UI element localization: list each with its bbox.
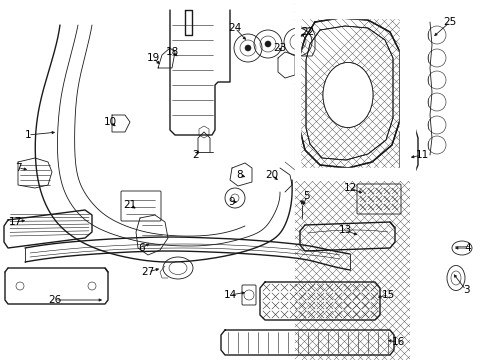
Circle shape <box>264 41 270 47</box>
Ellipse shape <box>323 63 372 127</box>
Text: 23: 23 <box>273 43 286 53</box>
Text: 16: 16 <box>390 337 404 347</box>
Text: 17: 17 <box>8 217 21 227</box>
Text: 15: 15 <box>381 290 394 300</box>
Text: 26: 26 <box>48 295 61 305</box>
Text: 2: 2 <box>192 150 199 160</box>
Text: 3: 3 <box>462 285 468 295</box>
Text: 24: 24 <box>228 23 241 33</box>
Text: 25: 25 <box>443 17 456 27</box>
Text: 5: 5 <box>303 191 310 201</box>
Text: 14: 14 <box>223 290 236 300</box>
Text: 27: 27 <box>141 267 154 277</box>
Text: 18: 18 <box>165 47 178 57</box>
Text: 21: 21 <box>123 200 136 210</box>
Text: 4: 4 <box>464 243 470 253</box>
Text: 22: 22 <box>301 27 314 37</box>
Text: 19: 19 <box>146 53 159 63</box>
Text: 8: 8 <box>236 170 243 180</box>
Polygon shape <box>294 18 299 168</box>
Text: 12: 12 <box>343 183 356 193</box>
Circle shape <box>244 45 250 51</box>
Text: 6: 6 <box>139 243 145 253</box>
Text: 1: 1 <box>24 130 31 140</box>
Text: 13: 13 <box>338 225 351 235</box>
Text: 20: 20 <box>265 170 278 180</box>
Text: 10: 10 <box>103 117 116 127</box>
Text: 9: 9 <box>228 197 235 207</box>
Polygon shape <box>399 18 414 168</box>
Text: 11: 11 <box>414 150 428 160</box>
Text: 7: 7 <box>15 163 21 173</box>
